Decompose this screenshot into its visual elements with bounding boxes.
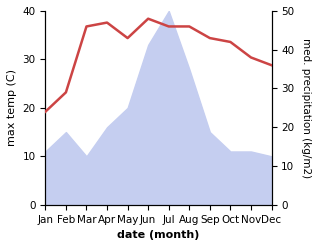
X-axis label: date (month): date (month) xyxy=(117,230,200,240)
Y-axis label: max temp (C): max temp (C) xyxy=(7,69,17,146)
Y-axis label: med. precipitation (kg/m2): med. precipitation (kg/m2) xyxy=(301,38,311,178)
